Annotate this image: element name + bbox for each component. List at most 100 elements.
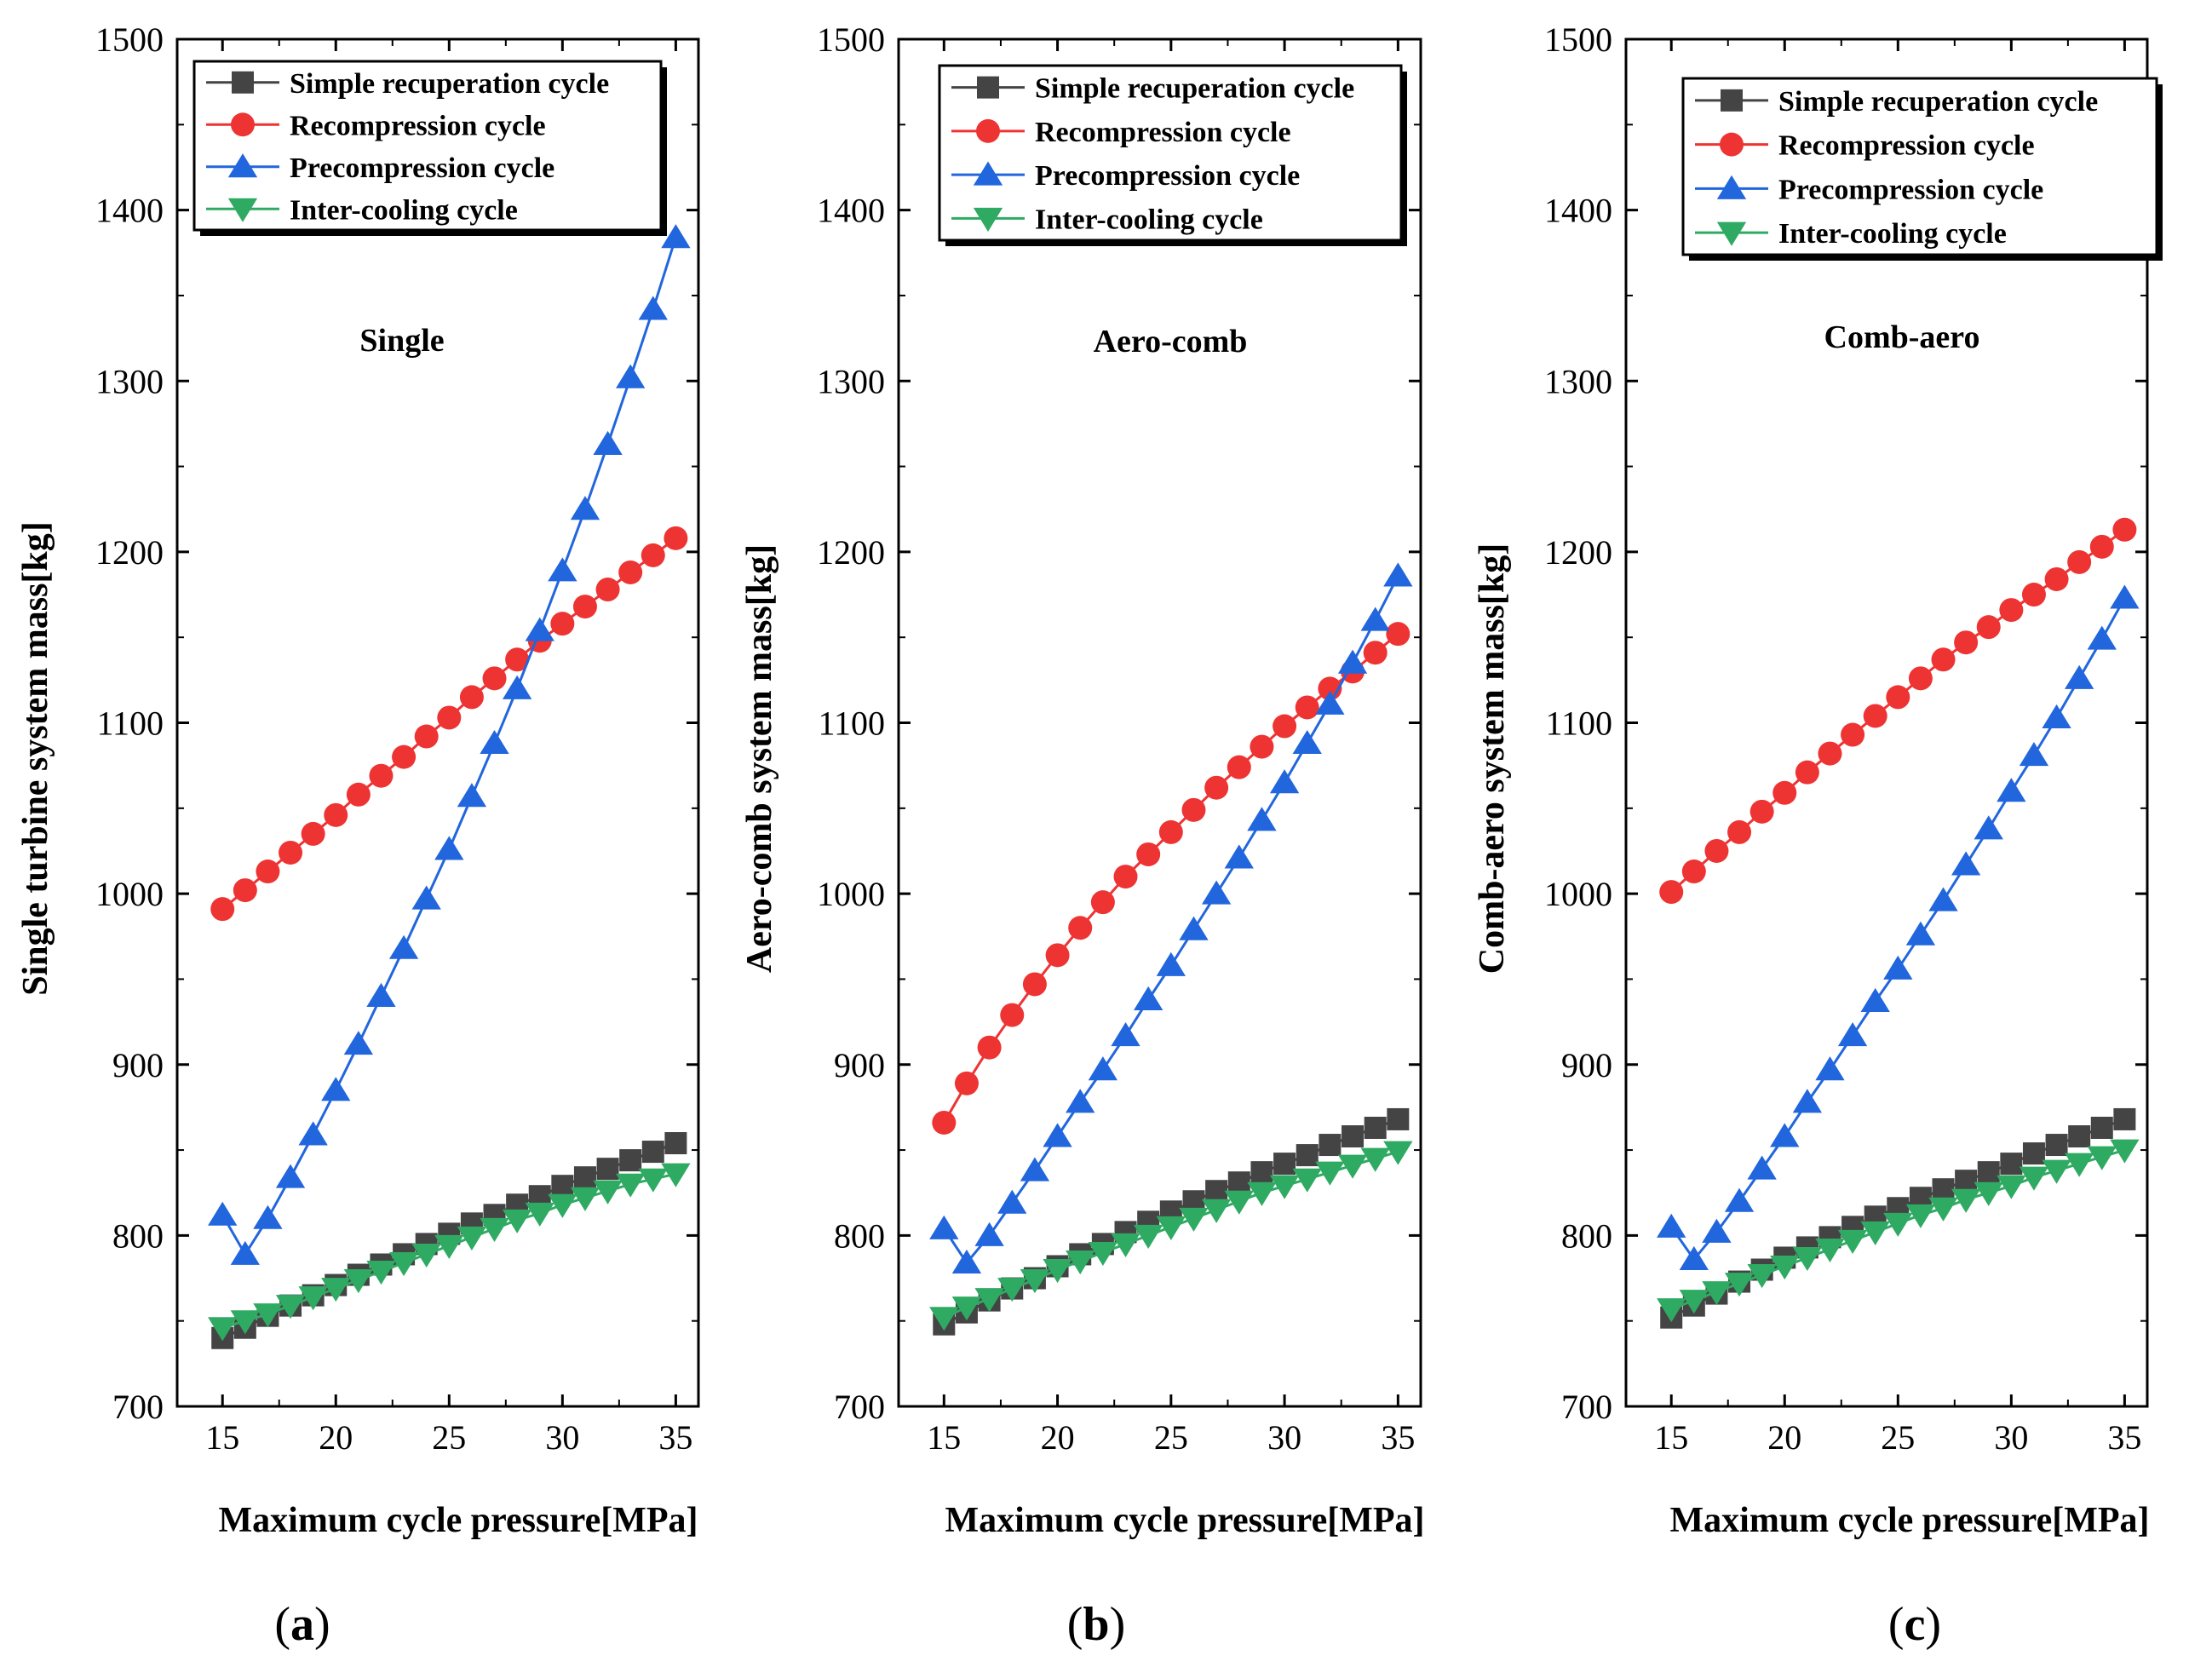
legend-marker bbox=[232, 71, 254, 94]
data-point bbox=[1383, 562, 1413, 587]
data-point bbox=[1136, 842, 1161, 866]
data-point bbox=[1386, 622, 1411, 647]
legend: Simple recuperation cycle Recompression c… bbox=[938, 64, 1407, 246]
subfigure-label-letter: c bbox=[1905, 1598, 1926, 1651]
legend-label: Inter-cooling cycle bbox=[1778, 218, 2007, 250]
series-recompression-cycle bbox=[1659, 517, 2137, 905]
data-point bbox=[1704, 838, 1729, 863]
data-point bbox=[2019, 742, 2049, 767]
data-point bbox=[1315, 690, 1345, 715]
data-point bbox=[480, 729, 509, 755]
data-point bbox=[1997, 1175, 2026, 1199]
data-point bbox=[548, 557, 577, 582]
data-point bbox=[369, 763, 394, 788]
data-point bbox=[1724, 1273, 1755, 1297]
data-point bbox=[298, 1121, 328, 1146]
data-point bbox=[1770, 1256, 1800, 1280]
chart-panel-3: 700 800 900 1000 1100 1200 1300 1400 1500 15 20 25 3… bbox=[1473, 20, 2163, 1540]
data-point bbox=[638, 1168, 668, 1193]
data-point bbox=[1269, 769, 1300, 794]
y-axis-title: Single turbine system mass[kg] bbox=[16, 521, 55, 996]
data-point bbox=[1951, 1188, 1981, 1213]
data-point bbox=[437, 705, 462, 730]
data-point bbox=[1860, 987, 1890, 1012]
data-point bbox=[1068, 916, 1093, 940]
data-point bbox=[1837, 1229, 1868, 1254]
data-point bbox=[253, 1204, 283, 1229]
data-point bbox=[1292, 1168, 1322, 1193]
data-point bbox=[1363, 641, 1388, 665]
data-point bbox=[434, 1234, 464, 1260]
data-point bbox=[2065, 664, 2094, 689]
data-point bbox=[997, 1278, 1027, 1302]
data-point bbox=[1727, 819, 1752, 844]
series-precompression-cycle bbox=[929, 562, 1413, 1273]
data-point bbox=[230, 1310, 260, 1335]
data-point bbox=[1227, 1171, 1250, 1194]
y-tick-label: 1400 bbox=[95, 192, 164, 230]
legend-marker bbox=[227, 153, 258, 178]
plot-frame bbox=[175, 37, 700, 1408]
legend-label: Precompression cycle bbox=[290, 152, 554, 184]
legend-marker bbox=[1721, 89, 1743, 112]
series-inter-cooling-cycle bbox=[929, 1141, 1413, 1331]
data-point bbox=[482, 666, 507, 691]
data-point bbox=[2042, 1159, 2071, 1184]
data-point bbox=[230, 1240, 260, 1265]
data-point bbox=[1158, 819, 1183, 844]
data-point bbox=[974, 1222, 1004, 1246]
data-point bbox=[502, 675, 532, 699]
legend-marker bbox=[977, 76, 999, 99]
data-point bbox=[616, 1173, 646, 1198]
data-point bbox=[1747, 1264, 1777, 1289]
subfigure-label-open: ( bbox=[274, 1598, 290, 1651]
data-point bbox=[2087, 1146, 2117, 1170]
data-point bbox=[550, 612, 575, 636]
subfigure-label: (b) bbox=[1067, 1598, 1125, 1651]
legend-marker bbox=[973, 207, 1003, 232]
data-point bbox=[1976, 615, 2001, 640]
x-tick-label: 20 bbox=[1041, 1418, 1075, 1457]
data-point bbox=[1815, 1056, 1845, 1081]
y-tick-label: 1000 bbox=[817, 875, 885, 913]
data-point bbox=[1679, 1245, 1709, 1270]
data-point bbox=[1795, 760, 1819, 785]
data-point bbox=[1657, 1213, 1686, 1238]
data-point bbox=[210, 897, 235, 922]
data-point bbox=[548, 1193, 577, 1218]
legend-label: Simple recuperation cycle bbox=[290, 68, 609, 100]
legend: Simple recuperation cycle Recompression c… bbox=[192, 60, 667, 236]
data-point bbox=[1931, 647, 1956, 672]
data-point bbox=[1883, 955, 1913, 980]
legend-marker bbox=[1716, 175, 1747, 199]
data-point bbox=[298, 1286, 328, 1311]
data-point bbox=[1296, 1144, 1319, 1167]
data-point bbox=[1815, 1238, 1845, 1263]
data-point bbox=[1273, 1153, 1296, 1176]
data-point bbox=[1932, 1178, 1955, 1201]
data-point bbox=[661, 1163, 691, 1187]
data-point bbox=[525, 617, 554, 641]
y-tick-label: 1300 bbox=[95, 362, 164, 400]
y-tick-label: 1200 bbox=[817, 533, 885, 572]
data-point bbox=[1273, 714, 1297, 739]
y-tick-label: 1400 bbox=[817, 192, 885, 230]
data-point bbox=[411, 885, 441, 910]
legend-marker bbox=[976, 118, 1000, 143]
x-tick-label: 15 bbox=[205, 1418, 239, 1457]
data-point bbox=[573, 1166, 596, 1189]
data-point bbox=[2065, 1153, 2094, 1177]
data-point bbox=[951, 1296, 982, 1321]
data-point bbox=[570, 1187, 600, 1211]
data-point bbox=[1974, 815, 2003, 840]
data-point bbox=[2021, 583, 2046, 607]
data-point bbox=[932, 1110, 957, 1135]
data-point bbox=[1954, 630, 1979, 655]
y-tick-label: 900 bbox=[834, 1046, 885, 1084]
data-point bbox=[596, 1158, 619, 1181]
chart-title: Aero-comb bbox=[1094, 324, 1248, 359]
y-tick-label: 1500 bbox=[95, 20, 164, 59]
subfigure-label-letter: a bbox=[290, 1598, 314, 1651]
data-point bbox=[1113, 865, 1138, 889]
data-point bbox=[1337, 1154, 1368, 1179]
